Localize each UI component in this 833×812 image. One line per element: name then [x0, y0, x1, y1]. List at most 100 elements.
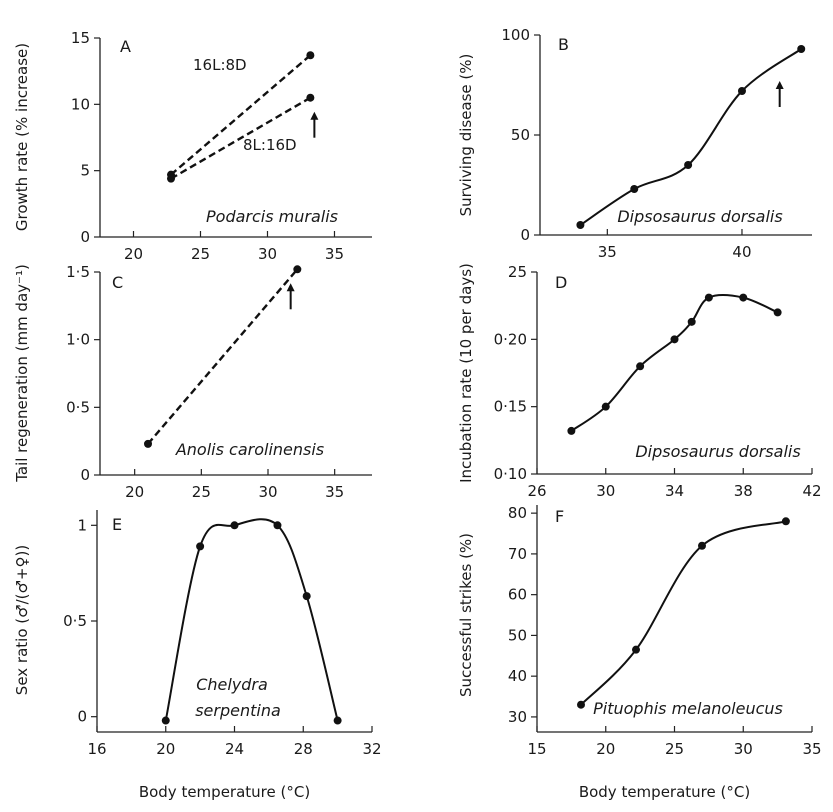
y-tick-label: 0 — [520, 226, 530, 244]
y-tick-label: 10 — [71, 95, 90, 113]
y-tick-label: 0·5 — [63, 612, 87, 630]
series-line — [147, 268, 299, 445]
y-tick-label: 50 — [511, 126, 530, 144]
panel-letter: C — [112, 273, 123, 292]
y-tick-label: 0 — [80, 228, 90, 246]
x-tick-label: 40 — [732, 243, 751, 261]
series-line — [170, 54, 312, 176]
data-point — [196, 542, 205, 551]
y-tick-label: 0·20 — [494, 330, 527, 348]
y-axis-label: Tail regeneration (mm day⁻¹) — [13, 264, 31, 483]
panel-letter: E — [112, 515, 122, 534]
data-point — [601, 402, 610, 411]
y-tick-label: 0 — [77, 708, 87, 726]
species-label: Dipsosaurus dorsalis — [617, 207, 782, 226]
y-tick-label: 0·10 — [494, 465, 527, 483]
x-tick-label: 35 — [802, 740, 821, 758]
x-tick-label: 30 — [734, 740, 753, 758]
panel-f: 30 40 50 60 70 80 15 20 25 30 35 Successful strikes… — [457, 504, 822, 801]
arrow-icon — [310, 111, 319, 138]
data-point — [306, 51, 315, 60]
y-tick-label: 80 — [508, 504, 527, 522]
data-point — [739, 293, 748, 302]
series-curve — [579, 48, 802, 226]
data-point — [333, 716, 342, 725]
series-curve — [164, 518, 339, 721]
x-tick-label: 25 — [192, 483, 211, 501]
x-tick-label: 35 — [325, 245, 344, 263]
data-point — [781, 517, 790, 526]
x-tick-label: 15 — [527, 740, 546, 758]
data-point — [302, 592, 311, 601]
data-point — [737, 87, 746, 95]
y-tick-label: 25 — [508, 263, 527, 281]
data-point — [306, 93, 315, 102]
arrow-icon — [286, 283, 295, 310]
x-tick-label: 26 — [527, 482, 546, 500]
y-tick-label: 100 — [501, 26, 530, 44]
data-point — [567, 426, 576, 435]
panel-a: 0 5 10 15 20 25 30 35 Growth rate (% increase) A P… — [13, 29, 372, 263]
species-label: Anolis carolinensis — [175, 440, 324, 459]
arrow-head — [286, 283, 295, 292]
data-point — [704, 293, 713, 302]
x-tick-label: 25 — [191, 245, 210, 263]
species-label: Dipsosaurus dorsalis — [635, 442, 800, 461]
y-tick-label: 30 — [508, 708, 527, 726]
panel-letter: F — [555, 507, 564, 526]
series-curve — [570, 294, 779, 432]
panel-b: 0 50 100 35 40 Surviving disease (%) B Dipsosau… — [457, 26, 812, 261]
y-tick-label: 1 — [77, 516, 87, 534]
data-point — [144, 439, 152, 448]
data-point — [273, 521, 282, 530]
x-axis-label: Body temperature (°C) — [139, 783, 310, 801]
x-tick-label: 30 — [596, 482, 615, 500]
x-tick-label: 32 — [362, 740, 381, 758]
x-tick-label: 42 — [802, 482, 821, 500]
data-point — [684, 161, 693, 169]
panel-letter: D — [555, 273, 567, 292]
panel-letter: A — [120, 37, 131, 56]
x-tick-label: 30 — [258, 245, 277, 263]
y-tick-label: 70 — [508, 545, 527, 563]
y-tick-label: 40 — [508, 667, 527, 685]
data-point — [632, 645, 640, 654]
panel-d: 0·10 0·15 0·20 25 26 30 34 38 42 Incubation rate … — [457, 263, 822, 500]
x-tick-label: 25 — [665, 740, 684, 758]
series-line — [170, 96, 311, 180]
panel-e: 0 0·5 1 16 20 24 28 32 Sex ratio (♂/(♂+♀)) Body t… — [13, 510, 382, 801]
x-tick-label: 34 — [665, 482, 684, 500]
x-tick-label: 16 — [87, 740, 106, 758]
y-tick-label: 0·5 — [66, 398, 90, 416]
y-tick-label: 5 — [80, 162, 90, 180]
series-label: 8L:16D — [243, 136, 297, 154]
x-tick-label: 35 — [598, 243, 617, 261]
arrow-head — [310, 111, 319, 120]
y-tick-label: 0·15 — [494, 398, 527, 416]
species-label: Chelydra — [196, 675, 268, 694]
x-tick-label: 35 — [325, 483, 344, 501]
x-tick-label: 20 — [596, 740, 615, 758]
arrow-head — [775, 81, 784, 89]
x-tick-label: 20 — [156, 740, 175, 758]
data-point — [577, 700, 585, 709]
x-tick-label: 28 — [294, 740, 313, 758]
y-axis-label: Growth rate (% increase) — [13, 43, 31, 231]
y-axis-label: Successful strikes (%) — [457, 533, 475, 697]
x-tick-label: 20 — [124, 245, 143, 263]
data-point — [630, 185, 639, 193]
x-axis-label: Body temperature (°C) — [579, 783, 750, 801]
data-point — [167, 174, 176, 183]
y-tick-label: 50 — [508, 626, 527, 644]
y-tick-label: 15 — [71, 29, 90, 47]
panel-c: 0 0·5 1·0 1·5 20 25 30 35 Tail regeneration (mm … — [13, 263, 372, 501]
y-tick-label: 60 — [508, 586, 527, 604]
y-tick-label: 1·5 — [66, 263, 90, 281]
species-label: Podarcis muralis — [206, 207, 338, 226]
y-tick-label: 1·0 — [66, 331, 90, 349]
y-tick-label: 0 — [80, 466, 90, 484]
x-tick-label: 38 — [734, 482, 753, 500]
panel-letter: B — [558, 35, 569, 54]
data-point — [687, 317, 696, 326]
